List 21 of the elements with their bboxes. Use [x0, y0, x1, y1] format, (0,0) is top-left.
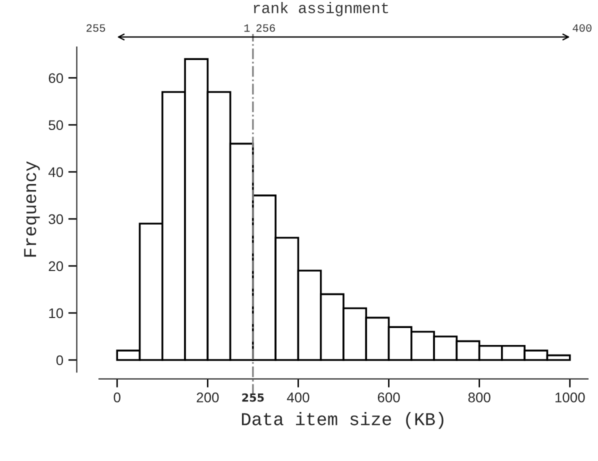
x-tick-label: 0 — [114, 392, 120, 402]
text: 1 — [244, 24, 250, 32]
x-axis-title: Data item size (KB) — [242, 412, 444, 429]
text: 256 — [256, 24, 275, 32]
y-tick-label: 20 — [48, 261, 64, 272]
y-tick-label: 40 — [48, 167, 64, 178]
y-tick-label: 50 — [48, 120, 64, 130]
y-axis-title: Frequency — [24, 161, 40, 257]
text: 255 — [242, 393, 264, 402]
y-tick-label: 0 — [56, 355, 64, 366]
x-tick-label: 1000 — [556, 392, 585, 402]
x-tick-label: 800 — [468, 392, 490, 402]
y-tick-label: 10 — [49, 308, 64, 318]
y-tick-label: 60 — [48, 73, 64, 84]
x-tick-label: 600 — [378, 392, 400, 402]
text: rank assignment — [254, 2, 388, 16]
x-tick-label: 400 — [286, 392, 310, 402]
text: 400 — [572, 24, 592, 32]
text: 255 — [86, 24, 106, 32]
x-tick-label: 200 — [196, 392, 219, 402]
y-tick-label: 30 — [48, 214, 64, 224]
